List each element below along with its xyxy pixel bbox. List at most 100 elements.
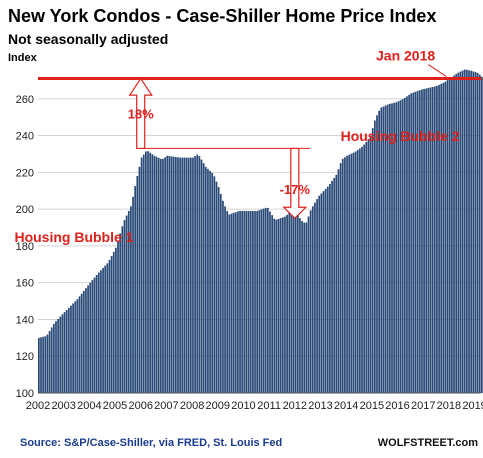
bar — [363, 144, 366, 393]
bar — [478, 74, 481, 393]
bar — [140, 157, 143, 393]
bar — [391, 103, 393, 393]
bar — [266, 207, 269, 393]
bar — [277, 218, 280, 393]
bar — [230, 213, 233, 393]
y-axis-label: Index — [8, 52, 38, 64]
y-tick-label: 200 — [16, 204, 34, 216]
bar — [470, 70, 473, 394]
x-tick-label: 2014 — [334, 400, 358, 412]
bar — [421, 89, 423, 393]
bar — [322, 191, 325, 393]
bar — [147, 151, 149, 393]
y-tick-label: 160 — [16, 278, 34, 290]
bar — [431, 86, 434, 394]
bar — [232, 212, 235, 393]
bar — [200, 159, 203, 393]
bar — [151, 154, 154, 393]
bar — [130, 206, 132, 393]
reference-line-label: Jan 2018 — [376, 48, 435, 64]
bar — [50, 327, 53, 393]
x-tick-label: 2011 — [257, 400, 281, 412]
bar — [307, 216, 310, 393]
bar — [290, 210, 293, 393]
bar — [63, 312, 66, 393]
bar — [365, 141, 368, 393]
bar — [329, 183, 331, 393]
bar — [82, 290, 85, 393]
arrow-minus-17-percent — [282, 147, 308, 220]
bar — [110, 255, 113, 393]
x-tick-label: 2007 — [154, 400, 178, 412]
bar — [247, 210, 250, 393]
reference-line-pointer — [428, 64, 447, 77]
bar — [239, 210, 241, 393]
bar — [237, 211, 239, 393]
annotation-minus-17-percent: -17% — [280, 182, 311, 197]
bar — [136, 176, 139, 393]
bar — [284, 216, 286, 393]
annotation-housing-bubble-1: Housing Bubble 1 — [14, 229, 133, 245]
bar — [228, 214, 231, 393]
bar — [172, 156, 175, 393]
bar — [442, 82, 445, 393]
bar — [436, 85, 438, 394]
annotation-18-percent: 18% — [128, 106, 154, 121]
bar — [91, 280, 94, 393]
bar — [376, 115, 378, 394]
bar — [401, 99, 404, 394]
bar — [164, 157, 167, 393]
bar — [125, 215, 128, 393]
bar — [337, 169, 340, 393]
bar — [474, 72, 477, 393]
bar — [57, 318, 60, 393]
bar — [333, 177, 336, 393]
y-tick-label: 120 — [16, 351, 34, 363]
bar — [70, 305, 72, 393]
bar — [121, 226, 124, 393]
bar — [241, 210, 244, 393]
bar — [314, 202, 316, 393]
x-tick-label: 2005 — [103, 400, 127, 412]
bar — [104, 265, 107, 393]
x-tick-label: 2006 — [128, 400, 152, 412]
bar — [123, 220, 126, 393]
bar — [348, 154, 351, 393]
bar — [162, 158, 164, 393]
bar — [423, 88, 425, 393]
y-tick-labels: 100 120 140 160 180 200 220 240 260 — [16, 94, 34, 400]
x-tick-label: 2008 — [180, 400, 204, 412]
bar — [418, 90, 421, 394]
chart-subtitle: Not seasonally adjusted — [8, 31, 168, 47]
bar — [254, 210, 256, 393]
bar — [100, 270, 102, 393]
bar — [371, 128, 374, 393]
bar — [166, 155, 169, 393]
bar — [320, 193, 323, 393]
bar — [115, 247, 117, 393]
bar — [455, 73, 458, 394]
bar — [403, 97, 406, 393]
bar — [440, 83, 443, 394]
bar — [335, 174, 338, 393]
bar — [211, 172, 214, 393]
x-tick-label: 2017 — [411, 400, 435, 412]
bar — [46, 334, 49, 393]
bar — [399, 100, 402, 394]
bar — [119, 233, 122, 393]
x-tick-label: 2019 — [462, 400, 483, 412]
bar — [382, 106, 385, 393]
bar — [427, 87, 430, 394]
bar — [433, 86, 436, 394]
bar — [294, 209, 297, 393]
bar — [352, 152, 355, 393]
bar — [369, 135, 372, 393]
bar — [341, 158, 344, 393]
bar — [296, 213, 299, 393]
bar — [461, 70, 464, 393]
bar — [108, 259, 111, 393]
bar — [316, 199, 318, 393]
bar — [217, 187, 220, 393]
bar — [196, 154, 199, 393]
